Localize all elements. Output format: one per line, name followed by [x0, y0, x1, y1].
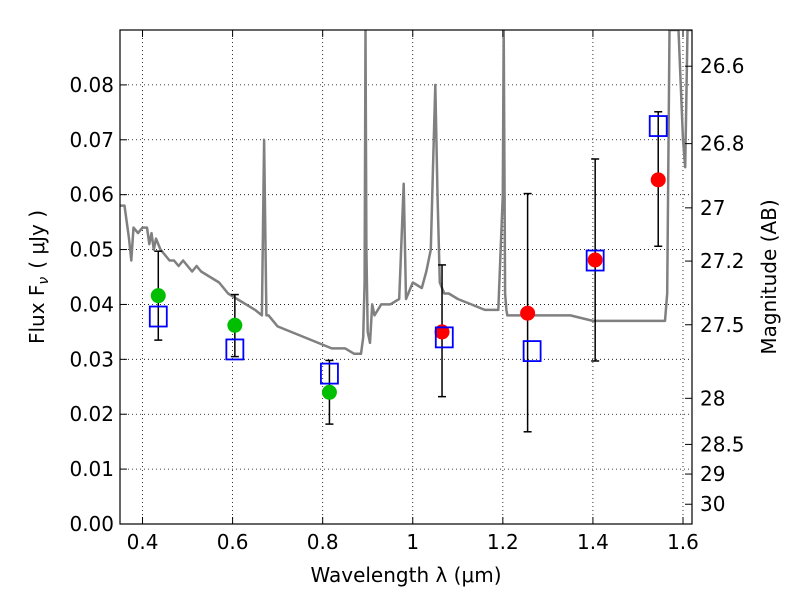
- data-point-square-2-5: [585, 249, 605, 272]
- data-point-circle-0-2: [321, 384, 337, 400]
- y-tick-label-6: 0.06: [69, 183, 114, 207]
- x-tick-label-2: 0.8: [307, 530, 339, 554]
- y-axis-title-main: Flux F: [25, 285, 49, 344]
- x-tick-label-3: 1: [406, 530, 419, 554]
- right-tick-label-7: 29: [700, 462, 725, 486]
- y-tick-label-4: 0.04: [69, 292, 114, 316]
- data-point-circle-1-3: [650, 172, 666, 188]
- right-tick-label-6: 28.5: [700, 432, 745, 456]
- x-tick-label-0: 0.4: [127, 530, 159, 554]
- y-axis-title-unit: ( μJy ): [25, 210, 49, 269]
- plot-frame: [119, 29, 693, 525]
- x-tick-label-4: 1.2: [487, 530, 519, 554]
- data-point-square-2-6: [648, 115, 668, 137]
- data-point-square-2-4: [522, 340, 542, 363]
- model-spectrum-line: [120, 30, 692, 356]
- y-tick-label-8: 0.08: [69, 73, 114, 97]
- right-tick-label-1: 26.8: [700, 132, 745, 156]
- y-tick-label-3: 0.03: [69, 347, 114, 371]
- x-tick-label-5: 1.4: [577, 530, 609, 554]
- y-tick-label-1: 0.01: [69, 457, 114, 481]
- data-point-circle-0-1: [227, 317, 243, 333]
- y-tick-label-0: 0.00: [69, 512, 114, 536]
- x-tick-label-1: 0.6: [217, 530, 249, 554]
- svg-text:Flux Fν( μJy ): Flux Fν ( μJy ): [25, 210, 52, 344]
- data-markers: [148, 115, 668, 400]
- x-tick-label-6: 1.6: [667, 530, 699, 554]
- data-point-square-2-3: [434, 326, 454, 349]
- data-point-circle-1-2: [587, 252, 603, 268]
- right-tick-label-0: 26.6: [700, 54, 745, 78]
- data-point-circle-1-1: [520, 305, 536, 321]
- y-tick-label-7: 0.07: [69, 128, 114, 152]
- grid-lines: [120, 30, 692, 524]
- right-axis-ticks: 26.6 26.8 27 27.2 27.5 28 28.5 29 30: [685, 54, 745, 516]
- model-spectrum: [120, 30, 692, 356]
- right-axis-title: Magnitude (AB): [757, 199, 781, 354]
- data-point-circle-0-0: [150, 288, 166, 304]
- y-axis-title: Flux Fν ( μJy ): [25, 210, 52, 344]
- x-axis-ticks: 0.4 0.6 0.8 1 1.2 1.4 1.6: [127, 30, 699, 554]
- right-tick-label-2: 27: [700, 196, 725, 220]
- plot-area: [120, 30, 692, 433]
- y-axis-ticks: 0.00 0.01 0.02 0.03 0.04 0.05 0.06 0.07 0.08: [69, 73, 127, 536]
- right-tick-label-3: 27.2: [700, 249, 745, 273]
- x-axis-title: Wavelength λ (μm): [310, 563, 501, 587]
- data-point-square-2-0: [148, 305, 168, 328]
- y-tick-label-2: 0.02: [69, 402, 114, 426]
- right-tick-label-4: 27.5: [700, 313, 745, 337]
- right-tick-label-8: 30: [700, 492, 725, 516]
- data-point-square-2-1: [225, 338, 245, 361]
- data-point-square-2-2: [320, 362, 339, 385]
- y-axis-title-sub: ν: [36, 277, 52, 285]
- right-tick-label-5: 28: [700, 386, 725, 410]
- y-tick-label-5: 0.05: [69, 238, 114, 262]
